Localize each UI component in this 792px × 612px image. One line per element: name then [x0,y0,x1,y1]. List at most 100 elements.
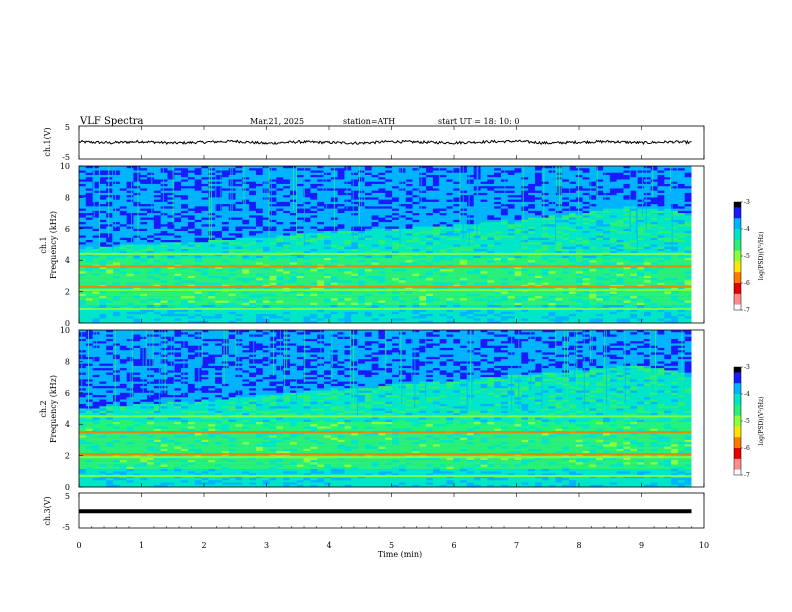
spectrogram-cell [201,255,209,259]
spectrogram-cell [534,271,543,274]
spectrogram-cell [494,257,502,261]
spectrogram-cell [575,257,584,261]
spectrogram-cell [541,190,549,194]
spectrogram-cell [85,262,94,265]
spectrogram-cell [92,273,100,277]
spectrogram-cell [650,215,658,218]
spectrogram-cell [643,208,652,212]
spectrogram-cell [228,226,236,230]
spectrogram-cell [630,215,638,218]
spectrogram-cell [119,166,128,169]
spectrogram-cell [596,204,604,207]
spectrogram-cell [371,166,379,169]
spectrogram-cell [221,217,230,221]
spectrogram-cell [167,170,175,174]
spectrogram-cell [187,204,196,207]
spectrogram-cell [466,172,475,176]
spectrogram-cell [664,224,672,227]
spectrogram-cell [664,206,672,209]
spectrogram-cell [398,210,407,214]
spectrogram-cell [412,269,420,272]
spectrogram-cell [432,248,441,252]
spectrogram-cell [235,183,243,187]
spectrogram-cell [630,282,638,286]
spectrogram-cell [194,210,202,214]
spectrogram-cell [215,188,223,191]
spectrogram-cell [664,266,672,270]
spectrogram-cell [541,282,549,286]
spectrogram-cell [358,273,366,277]
spectrogram-cell [521,269,529,272]
spectrogram-cell [378,275,386,279]
spectrogram-cell [541,287,549,290]
spectrogram-cell [630,179,638,182]
spectrogram-cell [276,210,284,214]
spectrogram-cell [466,266,475,270]
spectrogram-cell [643,240,652,243]
spectrogram-cell [194,166,202,169]
spectrogram-cell [609,201,618,205]
spectrogram-cell [181,235,189,239]
spectrogram-cell [262,177,270,180]
spectrogram-cell [242,219,250,223]
spectrogram-cell [242,208,250,212]
spectrogram-cell [528,195,536,198]
spectrogram-cell [534,242,543,245]
spectrogram-cell [174,235,182,239]
spectrogram-cell [133,235,141,239]
spectrogram-cell [500,242,509,245]
spectrogram-cell [616,213,624,216]
spectrogram-cell [541,260,549,263]
spectrogram-cell [385,190,393,194]
spectrogram-cell [405,197,413,200]
spectrogram-cell [643,287,652,290]
spectrogram-cell [235,278,243,281]
spectrogram-cell [684,237,692,241]
spectrogram-cell [453,183,461,187]
spectrogram-cell [140,222,148,225]
spectrogram-cell [249,233,257,236]
spectrogram-cell [276,226,284,230]
spectrogram-cell [242,210,250,214]
spectrogram-cell [242,246,250,250]
spectrogram-cell [671,208,679,212]
spectrogram-cell [630,183,638,187]
spectrogram-cell [187,244,196,248]
spectrogram-cell [119,210,128,214]
spectrogram-cell [119,213,128,216]
spectrogram-cell [677,251,686,254]
spectrogram-cell [113,188,121,191]
spectrogram-cell [187,269,196,272]
spectrogram-cell [262,186,270,189]
spectrogram-cell [419,204,427,207]
spectrogram-cell [555,233,563,236]
spectrogram-cell [344,257,352,261]
spectrogram-cell [296,255,304,259]
spectrogram-cell [637,257,645,261]
spectrogram-cell [534,181,543,185]
spectrogram-cell [140,215,148,218]
spectrogram-cell [637,179,645,182]
spectrogram-cell [453,278,461,281]
spectrogram-cell [153,215,162,218]
spectrogram-cell [181,251,189,254]
spectrogram-cell [596,255,604,259]
spectrogram-cell [480,213,488,216]
spectrogram-cell [113,177,121,180]
spectrogram-cell [79,237,87,241]
spectrogram-cell [392,192,400,196]
spectrogram-cell [364,242,373,245]
spectrogram-cell [480,231,488,234]
spectrogram-cell [541,228,549,232]
spectrogram-cell [589,240,597,243]
spectrogram-cell [242,257,250,261]
spectrogram-cell [242,222,250,225]
spectrogram-cell [616,170,624,174]
spectrogram-cell [106,257,114,261]
spectrogram-cell [507,204,515,207]
spectrogram-cell [92,190,100,194]
spectrogram-cell [419,172,427,176]
spectrogram-cell [684,199,692,203]
spectrogram-cell [221,275,230,279]
spectrogram-cell [494,255,502,259]
